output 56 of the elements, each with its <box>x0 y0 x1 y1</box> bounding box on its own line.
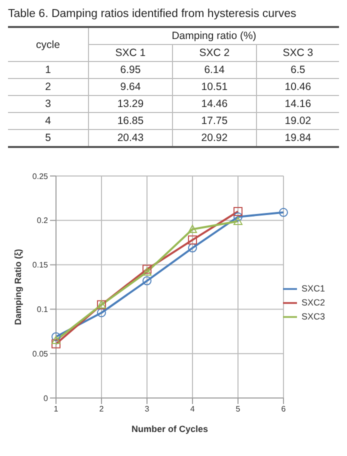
data-label: 13.29 <box>88 96 172 112</box>
data-label: 16.85 <box>88 112 172 130</box>
y-tick-label: 0.05 <box>32 349 49 358</box>
point <box>142 276 152 286</box>
y-tick-label: 0.1 <box>36 305 49 314</box>
x-tick-label: 6 <box>281 404 286 414</box>
y-tick-label: 4 <box>8 112 88 130</box>
y-axis-title: cycle <box>8 27 88 62</box>
x-tick-label: 4 <box>190 404 196 414</box>
point <box>188 224 197 233</box>
data-label: 10.51 <box>172 78 256 96</box>
point <box>233 207 242 216</box>
point <box>233 216 242 225</box>
point <box>188 235 197 244</box>
legend-label: SXC3 <box>301 311 325 322</box>
x-tick-label: 2 <box>99 404 104 414</box>
y-tick-label: 0.15 <box>32 260 49 270</box>
point <box>52 336 60 344</box>
x-axis-title: Damping ratio (%) <box>88 27 339 44</box>
data-label: 20.43 <box>88 130 172 147</box>
data-label: 14.16 <box>256 96 339 112</box>
y-tick-label: 5 <box>8 130 88 147</box>
y-tick-label: 2 <box>8 78 88 96</box>
y-tick-label: 1 <box>8 62 88 78</box>
data-label: 17.75 <box>172 112 256 130</box>
x-tick-label: 3 <box>144 404 150 414</box>
y-tick-label: 0.25 <box>32 172 49 181</box>
point <box>188 243 197 252</box>
data-label: 6.5 <box>256 62 339 78</box>
point <box>278 208 288 217</box>
x-axis-title: Number of Cycles <box>131 424 208 434</box>
y-tick-label: 0.2 <box>36 216 49 226</box>
point <box>52 339 60 348</box>
point <box>233 212 242 222</box>
data-label: 9.64 <box>88 78 172 96</box>
legend-label: SXC2 <box>301 297 325 308</box>
data-label: 6.95 <box>88 62 172 78</box>
x-tick-label: 1 <box>54 404 59 414</box>
x-tick-label: 5 <box>236 404 241 414</box>
data-label: 19.02 <box>256 112 339 130</box>
y-tick-label: 3 <box>8 96 88 112</box>
data-label: 14.46 <box>172 96 256 112</box>
data-label: 6.14 <box>172 62 256 78</box>
y-axis-title: Damping Ratio (ξ) <box>13 248 24 326</box>
y-tick-label: 0 <box>44 394 49 403</box>
x-tick-label: SXC 2 <box>172 44 256 62</box>
data-label: 19.84 <box>256 130 339 147</box>
x-tick-label: SXC 1 <box>88 44 172 62</box>
chart-title: Table 6. Damping ratios identified from hysteresis curves <box>8 8 298 20</box>
point <box>52 332 60 342</box>
x-tick-label: SXC 3 <box>256 44 339 62</box>
data-label: 10.46 <box>256 78 339 96</box>
point <box>142 267 152 276</box>
point <box>96 308 106 318</box>
data-label: 20.92 <box>172 130 256 147</box>
legend-label: SXC1 <box>301 283 325 294</box>
